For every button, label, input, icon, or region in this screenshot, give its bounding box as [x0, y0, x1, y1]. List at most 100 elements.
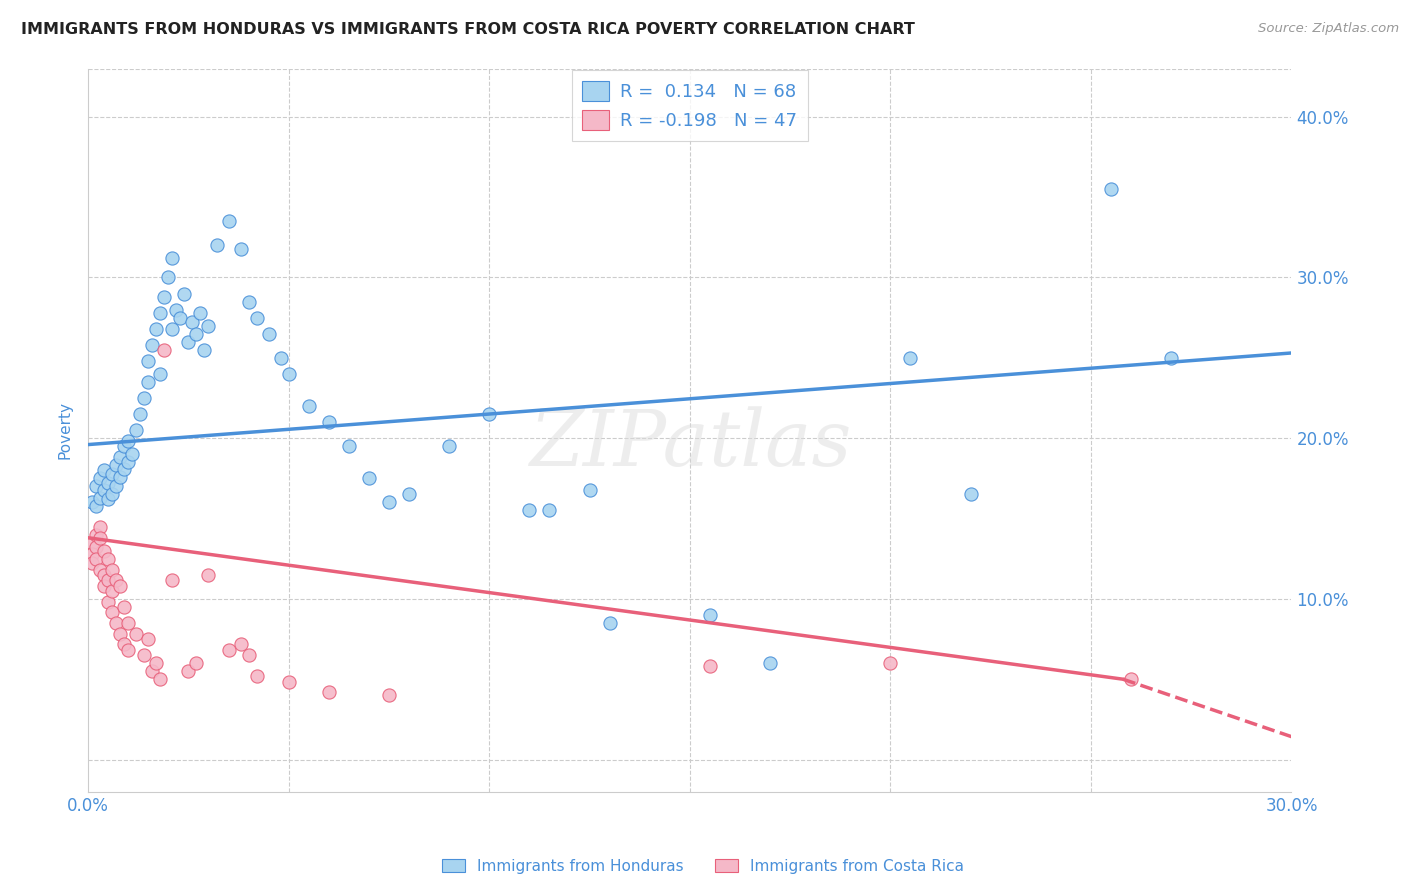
Point — [145, 656, 167, 670]
Legend: R =  0.134   N = 68, R = -0.198   N = 47: R = 0.134 N = 68, R = -0.198 N = 47 — [571, 70, 808, 141]
Point — [229, 242, 252, 256]
Point — [218, 214, 240, 228]
Point — [93, 543, 115, 558]
Y-axis label: Poverty: Poverty — [58, 401, 72, 459]
Point — [759, 656, 782, 670]
Point — [190, 306, 212, 320]
Point — [270, 351, 292, 365]
Point — [105, 615, 128, 630]
Point — [101, 563, 124, 577]
Point — [193, 343, 215, 357]
Point — [117, 455, 139, 469]
Point — [699, 659, 721, 673]
Point — [110, 450, 132, 465]
Point — [162, 322, 184, 336]
Point — [112, 637, 135, 651]
Point — [82, 547, 104, 561]
Point — [153, 343, 176, 357]
Point — [101, 583, 124, 598]
Point — [318, 685, 340, 699]
Point — [162, 251, 184, 265]
Point — [357, 471, 380, 485]
Point — [141, 338, 163, 352]
Point — [298, 399, 321, 413]
Point — [177, 664, 200, 678]
Point — [162, 573, 184, 587]
Point — [93, 579, 115, 593]
Point — [97, 573, 120, 587]
Point — [145, 322, 167, 336]
Point — [101, 605, 124, 619]
Point — [238, 294, 260, 309]
Point — [93, 463, 115, 477]
Point — [205, 238, 228, 252]
Point — [599, 615, 621, 630]
Text: Source: ZipAtlas.com: Source: ZipAtlas.com — [1258, 22, 1399, 36]
Point — [177, 334, 200, 349]
Point — [538, 503, 561, 517]
Point — [101, 487, 124, 501]
Text: ZIPatlas: ZIPatlas — [529, 407, 851, 483]
Point — [578, 483, 600, 497]
Point — [97, 476, 120, 491]
Point — [318, 415, 340, 429]
Point — [136, 632, 159, 646]
Point — [117, 643, 139, 657]
Point — [101, 467, 124, 481]
Point — [89, 491, 111, 505]
Point — [125, 627, 148, 641]
Point — [1160, 351, 1182, 365]
Point — [97, 551, 120, 566]
Point — [277, 675, 299, 690]
Point — [378, 495, 401, 509]
Point — [165, 302, 187, 317]
Point — [398, 487, 420, 501]
Point — [900, 351, 922, 365]
Point — [149, 367, 172, 381]
Point — [110, 627, 132, 641]
Point — [149, 672, 172, 686]
Point — [84, 527, 107, 541]
Point — [136, 354, 159, 368]
Point — [117, 615, 139, 630]
Point — [117, 434, 139, 449]
Point — [699, 607, 721, 622]
Point — [186, 326, 208, 341]
Point — [149, 306, 172, 320]
Point — [110, 469, 132, 483]
Point — [519, 503, 541, 517]
Point — [89, 531, 111, 545]
Point — [218, 643, 240, 657]
Point — [169, 310, 191, 325]
Point — [959, 487, 981, 501]
Point — [134, 391, 156, 405]
Point — [125, 423, 148, 437]
Point — [153, 290, 176, 304]
Point — [478, 407, 501, 421]
Point — [437, 439, 460, 453]
Point — [197, 318, 219, 333]
Point — [89, 471, 111, 485]
Point — [134, 648, 156, 662]
Point — [197, 567, 219, 582]
Point — [84, 541, 107, 555]
Point — [1119, 672, 1142, 686]
Point — [879, 656, 901, 670]
Point — [141, 664, 163, 678]
Point — [82, 495, 104, 509]
Point — [110, 579, 132, 593]
Point — [157, 270, 180, 285]
Point — [89, 519, 111, 533]
Point — [1099, 182, 1122, 196]
Point — [89, 563, 111, 577]
Point — [82, 557, 104, 571]
Point — [112, 461, 135, 475]
Point — [173, 286, 195, 301]
Point — [105, 573, 128, 587]
Point — [129, 407, 152, 421]
Point — [84, 499, 107, 513]
Point — [238, 648, 260, 662]
Point — [181, 315, 204, 329]
Point — [121, 447, 143, 461]
Point — [257, 326, 280, 341]
